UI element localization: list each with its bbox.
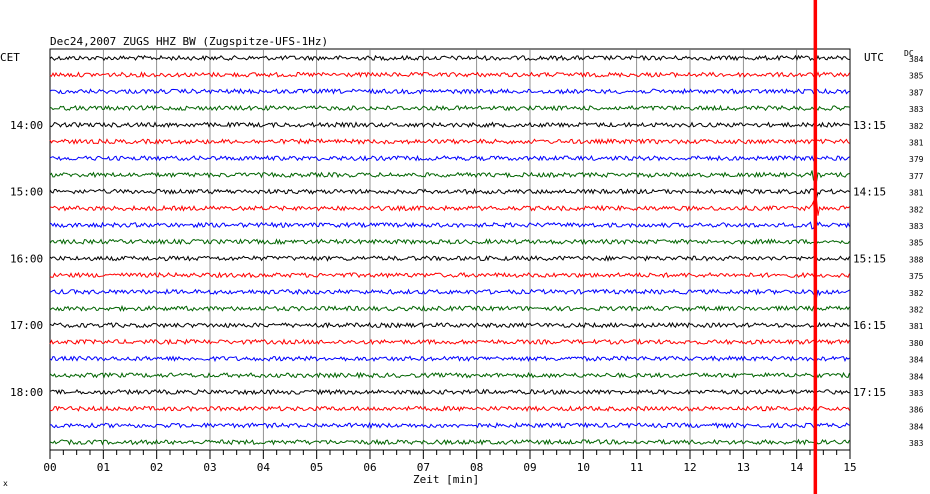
trace-12 xyxy=(49,254,850,262)
x-tick-label: 08 xyxy=(470,461,483,474)
dc-value: 382 xyxy=(909,289,924,298)
dc-value: 382 xyxy=(909,205,924,214)
cet-hour-label: 14:00 xyxy=(10,119,43,132)
x-tick-label: 13 xyxy=(737,461,750,474)
x-tick-label: 03 xyxy=(203,461,216,474)
dc-value: 375 xyxy=(909,272,924,281)
trace-20 xyxy=(49,388,850,396)
cet-hour-label: 16:00 xyxy=(10,252,43,265)
grid xyxy=(49,48,851,451)
x-tick-label: 00 xyxy=(43,461,56,474)
utc-hour-label: 15:15 xyxy=(853,252,886,265)
x-tick-label: 01 xyxy=(97,461,110,474)
trace-2 xyxy=(49,87,850,95)
trace-11 xyxy=(49,238,850,246)
dc-value: 382 xyxy=(909,306,924,315)
trace-22 xyxy=(49,421,850,430)
trace-9 xyxy=(49,199,850,221)
x-tick-label: 04 xyxy=(257,461,271,474)
label-group: 14:00 15:00 16:00 17:00 18:00 13:15 14:15 15:15… xyxy=(10,55,924,448)
x-tick-label: 07 xyxy=(417,461,430,474)
trace-13 xyxy=(49,271,850,279)
dc-value: 383 xyxy=(909,105,924,114)
x-tick-label: 12 xyxy=(683,461,696,474)
utc-hour-label: 14:15 xyxy=(853,186,886,199)
x-tick-label: 15 xyxy=(843,461,856,474)
x-tick-label: 05 xyxy=(310,461,323,474)
dc-value: 384 xyxy=(909,422,924,431)
trace-8 xyxy=(49,184,850,199)
dc-value: 383 xyxy=(909,439,924,448)
dc-value: 383 xyxy=(909,389,924,398)
trace-4 xyxy=(49,121,850,129)
dc-value: 377 xyxy=(909,172,924,181)
trace-19 xyxy=(49,371,850,380)
dc-value: 384 xyxy=(909,372,924,381)
dc-value: 388 xyxy=(909,255,924,264)
right-axis-label: UTC xyxy=(864,51,884,64)
dc-value: 385 xyxy=(909,72,924,81)
trace-23 xyxy=(49,438,850,446)
trace-7 xyxy=(49,170,850,183)
trace-5 xyxy=(49,138,850,145)
dc-value: 380 xyxy=(909,339,924,348)
dc-value: 384 xyxy=(909,356,924,365)
dc-value: 379 xyxy=(909,155,924,164)
dc-value: 383 xyxy=(909,222,924,231)
cet-hour-label: 18:00 xyxy=(10,386,43,399)
dc-value: 384 xyxy=(909,55,924,64)
trace-17 xyxy=(49,338,850,346)
x-tick-label: 11 xyxy=(630,461,643,474)
dc-value: 382 xyxy=(909,122,924,131)
x-tick-label: 14 xyxy=(790,461,804,474)
dc-value: 381 xyxy=(909,189,924,198)
trace-15 xyxy=(49,304,850,312)
x-tick-label: 06 xyxy=(363,461,376,474)
corner-mark: x xyxy=(3,479,8,488)
dc-value: 387 xyxy=(909,88,924,97)
chart-title: Dec24,2007 ZUGS HHZ BW (Zugspitze-UFS-1H… xyxy=(50,35,328,48)
utc-hour-label: 17:15 xyxy=(853,386,886,399)
trace-10 xyxy=(49,220,850,230)
x-tick-label: 02 xyxy=(150,461,163,474)
x-tick-label: 10 xyxy=(577,461,590,474)
utc-hour-label: 13:15 xyxy=(853,119,886,132)
utc-hour-label: 16:15 xyxy=(853,319,886,332)
cet-hour-label: 17:00 xyxy=(10,319,43,332)
trace-21 xyxy=(49,405,850,413)
left-axis-label: CET xyxy=(0,51,20,64)
x-axis-label: Zeit [min] xyxy=(413,473,479,486)
dc-value: 381 xyxy=(909,322,924,331)
dc-value: 381 xyxy=(909,139,924,148)
trace-6 xyxy=(49,154,850,162)
x-tick-label: 09 xyxy=(523,461,536,474)
dc-value: 386 xyxy=(909,406,924,415)
x-axis: 00 01 02 03 04 05 06 07 08 09 10 11 12 13 14 15 xyxy=(43,450,857,474)
dc-value: 385 xyxy=(909,239,924,248)
dc-header: DC xyxy=(904,49,914,58)
trace-14 xyxy=(49,288,850,300)
cet-hour-label: 15:00 xyxy=(10,186,43,199)
trace-18 xyxy=(49,355,850,363)
trace-3 xyxy=(49,104,850,112)
trace-16 xyxy=(49,321,850,329)
trace-0 xyxy=(49,54,850,62)
trace-group xyxy=(49,54,850,446)
trace-1 xyxy=(49,71,850,79)
